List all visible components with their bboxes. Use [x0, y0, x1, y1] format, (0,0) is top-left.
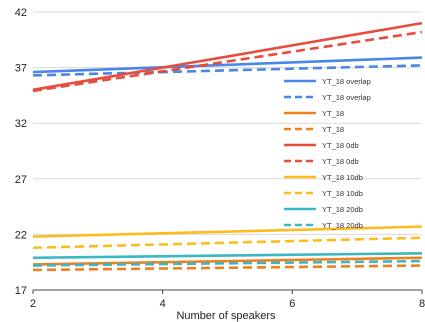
gridlines: [33, 11, 422, 291]
series-line: [32, 56, 423, 74]
legend-label: YT_18 overlap: [322, 93, 371, 102]
y-tick-label: 27: [15, 174, 27, 186]
x-tick-label: 6: [289, 298, 295, 310]
x-tick-label: 4: [160, 298, 166, 310]
y-tick-label: 42: [15, 7, 27, 19]
series-line: [32, 236, 423, 250]
y-tick-label: 37: [15, 63, 27, 75]
legend-label: YT_18 20db: [322, 221, 363, 230]
series-line: [32, 256, 423, 266]
y-tick-label: 32: [15, 118, 27, 130]
y-tick-label: 17: [15, 285, 27, 297]
legend-label: YT_18 10db: [322, 189, 363, 198]
series-line: [32, 64, 423, 77]
x-tick-label: 2: [30, 298, 36, 310]
y-axis: 17 22 27 32 37 42: [15, 7, 27, 297]
legend-label: YT_18 10db: [322, 173, 363, 182]
series-line: [32, 21, 423, 92]
series-lines: [32, 21, 423, 272]
legend-label: YT_18 0db: [322, 157, 359, 166]
series-line: [32, 225, 423, 238]
legend-label: YT_18 20db: [322, 205, 363, 214]
x-tick-label: 8: [419, 298, 425, 310]
legend-label: YT_18: [322, 109, 344, 118]
legend-label: YT_18: [322, 125, 344, 134]
series-line: [32, 264, 423, 272]
series-line: [32, 259, 423, 267]
x-axis: 2 4 6 8: [30, 290, 425, 310]
legend-label: YT_18 0db: [322, 141, 359, 150]
x-axis-title: Number of speakers: [176, 310, 276, 322]
legend: YT_18 overlap YT_18 overlap YT_18 YT_18 YT_1…: [284, 77, 371, 230]
series-line: [32, 252, 423, 260]
legend-label: YT_18 overlap: [322, 77, 371, 86]
y-tick-label: 22: [15, 229, 27, 241]
series-line: [32, 30, 423, 93]
